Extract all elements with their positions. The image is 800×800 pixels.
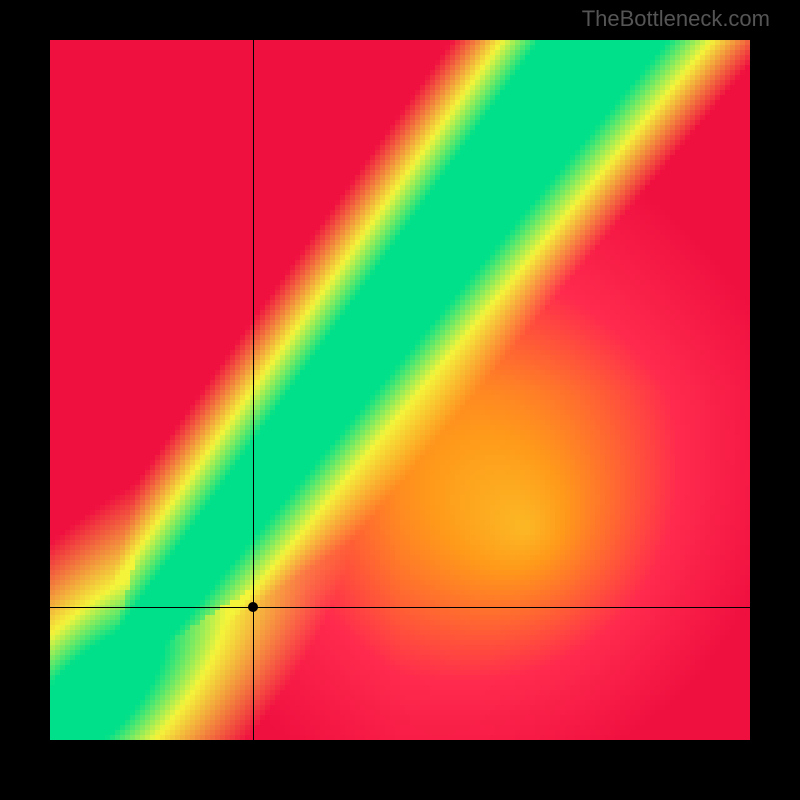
heatmap-canvas: [50, 40, 750, 740]
watermark-text: TheBottleneck.com: [582, 6, 770, 32]
crosshair-vertical: [253, 40, 254, 740]
chart-container: TheBottleneck.com: [0, 0, 800, 800]
crosshair-horizontal: [50, 607, 750, 608]
marker-point: [248, 602, 258, 612]
